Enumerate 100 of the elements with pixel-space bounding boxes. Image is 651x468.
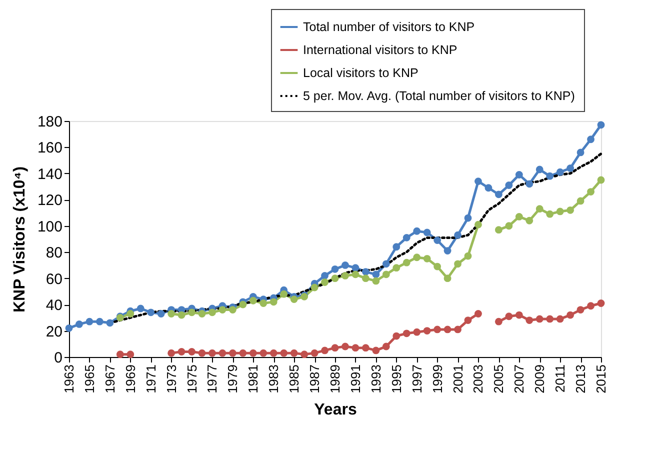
point	[218, 306, 226, 314]
point	[566, 311, 574, 319]
y-tick-label: 40	[46, 297, 62, 314]
point	[310, 349, 318, 357]
point	[116, 350, 124, 358]
x-tick-label: 1997	[409, 364, 424, 394]
point	[454, 260, 462, 268]
y-axis-title: KNP Visitors (x10⁴)	[11, 166, 28, 313]
point	[505, 222, 513, 230]
point	[597, 121, 605, 129]
point	[168, 310, 176, 318]
point	[474, 310, 482, 318]
x-axis-title: Years	[314, 401, 357, 418]
point	[280, 290, 288, 298]
point	[474, 220, 482, 228]
point	[454, 231, 462, 239]
legend-label: Local visitors to KNP	[303, 66, 418, 80]
x-tick-label: 1981	[246, 364, 261, 394]
point	[249, 296, 257, 304]
point	[290, 349, 298, 357]
point	[494, 318, 502, 326]
point	[494, 190, 502, 198]
y-tick-label: 80	[46, 244, 62, 262]
point	[526, 216, 534, 224]
point	[434, 326, 442, 334]
y-tick-label: 100	[37, 218, 62, 236]
point	[526, 180, 534, 188]
point	[331, 344, 339, 352]
point	[392, 332, 400, 340]
point	[566, 206, 574, 214]
point	[239, 349, 247, 357]
point	[434, 236, 442, 244]
point	[260, 349, 268, 357]
point	[444, 326, 452, 334]
x-tick-label: 1979	[225, 364, 240, 394]
point	[321, 346, 328, 354]
point	[352, 270, 360, 278]
point	[576, 306, 584, 314]
point	[587, 136, 594, 144]
x-tick-label: 1989	[328, 364, 342, 394]
y-tick-label: 20	[46, 323, 62, 340]
point	[270, 349, 278, 357]
point	[188, 348, 196, 356]
x-tick-label: 1971	[143, 364, 158, 394]
point	[342, 342, 349, 350]
point	[413, 328, 421, 336]
x-tick-label: 1999	[430, 364, 445, 394]
y-tick-label: 120	[37, 192, 62, 210]
point	[362, 268, 370, 276]
y-tick-label: 180	[37, 114, 62, 130]
point	[331, 265, 339, 273]
point	[188, 308, 196, 316]
point	[423, 327, 431, 334]
point	[413, 254, 421, 262]
point	[536, 205, 544, 213]
point	[484, 184, 492, 192]
point	[352, 264, 360, 272]
x-tick-label: 2007	[512, 364, 527, 394]
point	[321, 278, 328, 286]
x-tick-label: 2009	[532, 364, 548, 394]
point	[392, 264, 400, 272]
point	[76, 320, 83, 328]
point	[300, 350, 308, 358]
point	[280, 349, 288, 357]
point	[423, 254, 431, 262]
point	[597, 176, 605, 184]
point	[413, 227, 421, 235]
point	[310, 284, 318, 292]
point	[208, 349, 216, 357]
x-tick-label: 1995	[388, 364, 404, 394]
x-tick-label: 2011	[552, 364, 568, 392]
point	[228, 349, 236, 357]
point	[556, 168, 564, 176]
point	[392, 243, 400, 251]
point	[198, 349, 206, 357]
point	[546, 210, 554, 218]
y-tick-label: 140	[37, 166, 62, 183]
point	[556, 315, 564, 323]
x-tick-label: 1963	[62, 364, 76, 394]
point	[96, 318, 104, 326]
point	[342, 272, 349, 280]
point	[65, 324, 73, 332]
point	[362, 274, 370, 282]
point	[464, 252, 472, 260]
point	[198, 310, 206, 318]
point	[382, 270, 390, 278]
x-tick-label: 1977	[204, 364, 220, 394]
point	[168, 349, 176, 357]
legend-label: International visitors to KNP	[303, 43, 458, 57]
y-tick-label: 0	[54, 350, 62, 366]
point	[331, 274, 339, 282]
x-tick-label: 1983	[266, 364, 282, 394]
x-tick-label: 1967	[102, 364, 118, 394]
point	[218, 349, 226, 357]
point	[474, 178, 482, 186]
legend-label: Total number of visitors to KNP	[303, 20, 475, 34]
x-tick-label: 1987	[307, 364, 322, 394]
point	[515, 171, 523, 178]
point	[576, 197, 584, 205]
point	[566, 164, 574, 172]
